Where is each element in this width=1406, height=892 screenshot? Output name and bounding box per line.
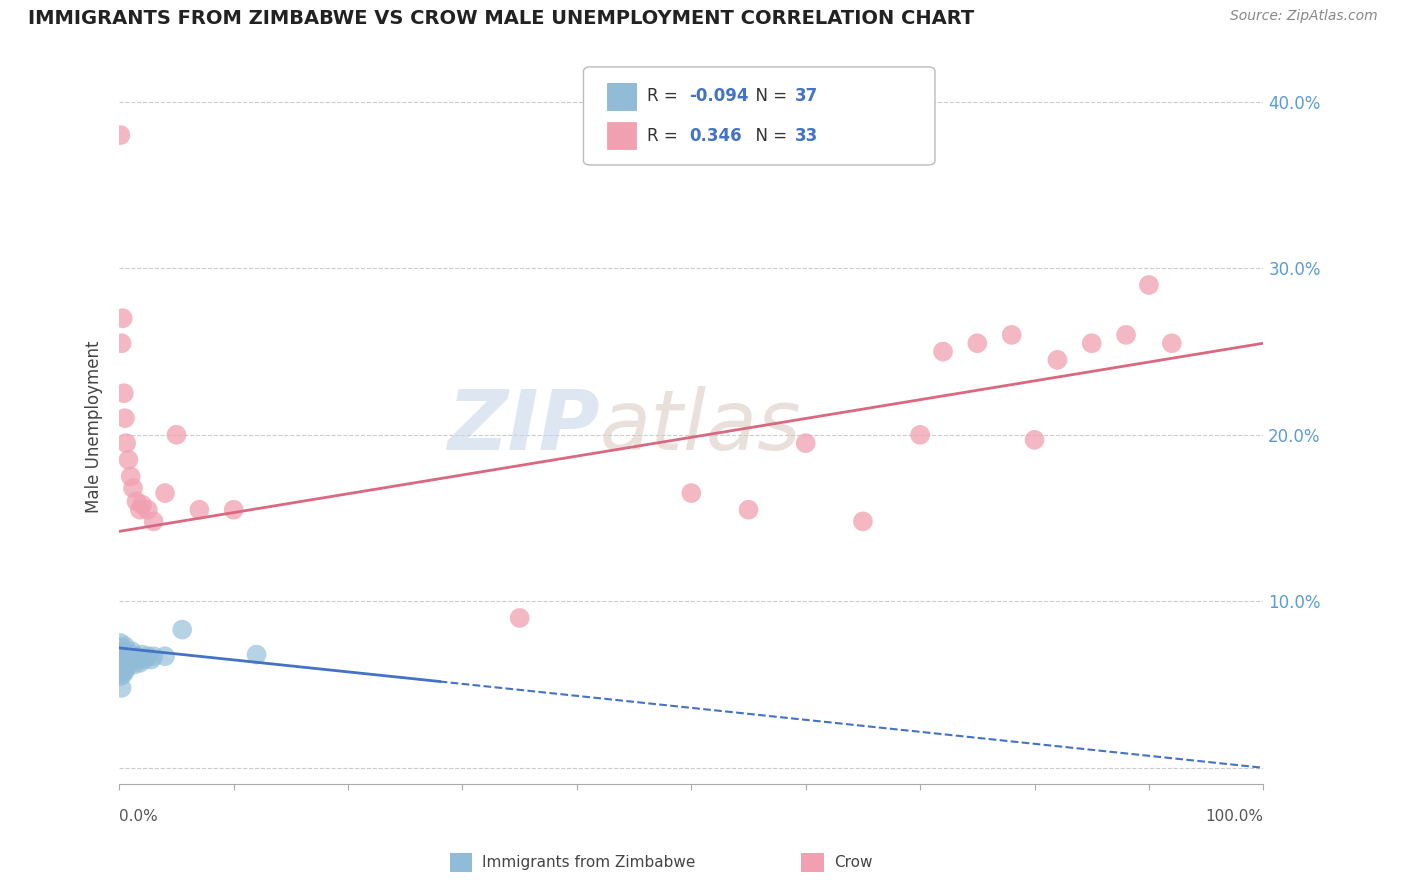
Point — [110, 669, 132, 683]
Text: Crow: Crow — [834, 855, 872, 870]
Point — [852, 515, 875, 529]
Point — [794, 436, 817, 450]
Point — [737, 502, 759, 516]
Y-axis label: Male Unemployment: Male Unemployment — [86, 340, 103, 513]
Point — [222, 502, 245, 516]
Text: N =: N = — [745, 127, 793, 145]
Point — [111, 656, 134, 670]
Text: -0.094: -0.094 — [689, 87, 748, 105]
Text: 100.0%: 100.0% — [1205, 810, 1264, 824]
Text: Source: ZipAtlas.com: Source: ZipAtlas.com — [1230, 9, 1378, 23]
Point — [115, 436, 138, 450]
Point — [172, 623, 194, 637]
Point — [128, 656, 150, 670]
Point — [115, 649, 138, 664]
Point — [110, 652, 132, 666]
Point — [110, 657, 132, 672]
Point — [1001, 327, 1024, 342]
Point — [136, 649, 159, 664]
Point — [136, 502, 159, 516]
Point — [131, 648, 153, 662]
Point — [111, 311, 134, 326]
Text: 0.346: 0.346 — [689, 127, 741, 145]
Point — [111, 667, 134, 681]
Point — [110, 128, 132, 142]
Text: R =: R = — [647, 127, 683, 145]
Point — [114, 664, 136, 678]
Point — [111, 644, 134, 658]
Point — [117, 452, 139, 467]
Text: N =: N = — [745, 87, 793, 105]
Point — [125, 494, 148, 508]
Point — [122, 657, 145, 672]
Point — [509, 611, 531, 625]
Point — [115, 661, 138, 675]
Point — [110, 648, 132, 662]
Point — [245, 648, 267, 662]
Point — [1160, 336, 1182, 351]
Point — [122, 652, 145, 666]
Text: 0.0%: 0.0% — [120, 810, 157, 824]
Text: ZIP: ZIP — [447, 386, 600, 467]
Point — [110, 640, 132, 655]
Point — [114, 652, 136, 666]
Point — [110, 336, 132, 351]
Point — [166, 427, 188, 442]
Point — [153, 486, 176, 500]
Text: 37: 37 — [794, 87, 818, 105]
Text: R =: R = — [647, 87, 683, 105]
Point — [932, 344, 955, 359]
Point — [1115, 327, 1137, 342]
Point — [112, 648, 135, 662]
Point — [125, 649, 148, 664]
Point — [142, 515, 165, 529]
Point — [141, 652, 163, 666]
Point — [117, 646, 139, 660]
Point — [1137, 277, 1160, 292]
Point — [1046, 352, 1069, 367]
Text: 33: 33 — [794, 127, 818, 145]
Point — [153, 649, 176, 664]
Point — [110, 681, 132, 695]
Point — [121, 644, 143, 658]
Point — [117, 657, 139, 672]
Text: atlas: atlas — [600, 386, 801, 467]
Point — [114, 411, 136, 425]
Point — [142, 649, 165, 664]
Point — [120, 648, 142, 662]
Point — [134, 652, 156, 666]
Point — [127, 652, 149, 666]
Point — [131, 498, 153, 512]
Point — [908, 427, 931, 442]
Point — [1024, 433, 1046, 447]
Point — [1080, 336, 1102, 351]
Point — [117, 652, 139, 666]
Point — [112, 661, 135, 675]
Point — [122, 481, 145, 495]
Point — [128, 502, 150, 516]
Point — [966, 336, 988, 351]
Point — [188, 502, 211, 516]
Point — [681, 486, 703, 500]
Text: IMMIGRANTS FROM ZIMBABWE VS CROW MALE UNEMPLOYMENT CORRELATION CHART: IMMIGRANTS FROM ZIMBABWE VS CROW MALE UN… — [28, 9, 974, 28]
Point — [120, 469, 142, 483]
Point — [110, 664, 132, 678]
Point — [118, 656, 141, 670]
Point — [114, 639, 136, 653]
Point — [112, 386, 135, 401]
Point — [110, 636, 132, 650]
Text: Immigrants from Zimbabwe: Immigrants from Zimbabwe — [482, 855, 696, 870]
